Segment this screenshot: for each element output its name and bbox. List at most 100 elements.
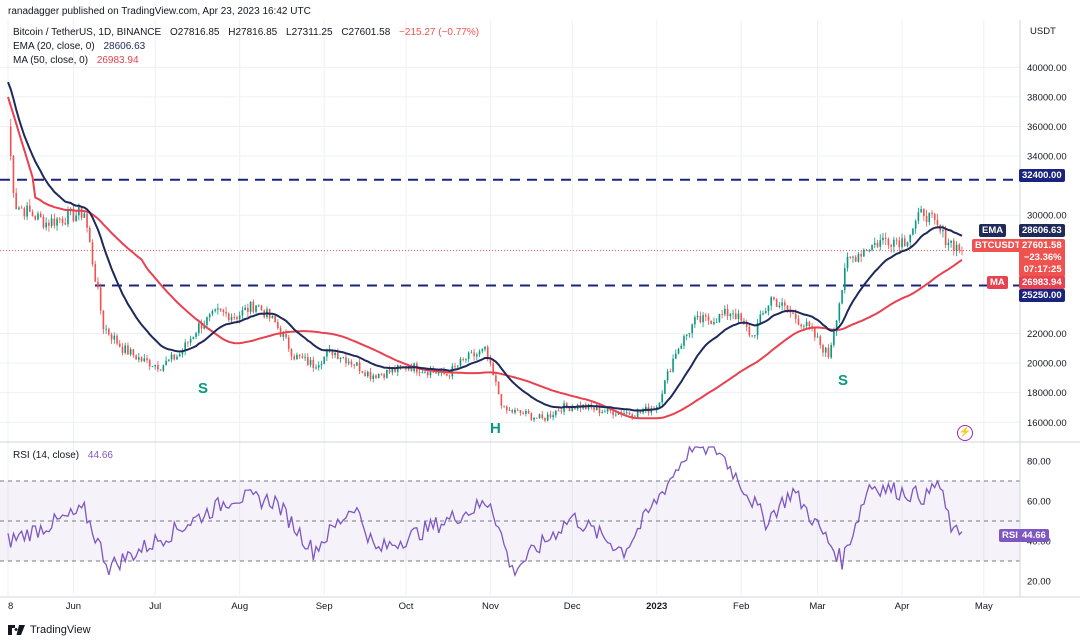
candle-body [546, 414, 549, 421]
ma-price-badge: 26983.94 [1019, 276, 1065, 289]
candle-body [435, 372, 437, 374]
candle-body [121, 346, 124, 353]
candle-body [407, 367, 410, 370]
candle-body [516, 409, 519, 411]
candle-body [931, 212, 933, 214]
candle-body [154, 364, 157, 367]
candle-body [759, 314, 762, 324]
price-tick-label: 38000.00 [1027, 92, 1067, 103]
candle-body [189, 338, 192, 343]
candle-body [527, 410, 530, 414]
candle-body [56, 218, 58, 226]
candle-body [426, 371, 429, 376]
candle-body [882, 237, 884, 241]
candle-body [677, 348, 680, 354]
candle-body [933, 213, 936, 220]
rsi-band [0, 480, 1020, 562]
candle-body [519, 410, 522, 413]
candle-body [116, 335, 118, 344]
rsi-legend[interactable]: RSI (14, close) 44.66 [13, 450, 113, 461]
candle-body [23, 208, 26, 217]
candle-body [181, 350, 184, 355]
candle-body [486, 346, 489, 360]
candle-body [157, 364, 159, 370]
candle-body [28, 205, 31, 212]
candle-body [454, 366, 456, 368]
candle-body [222, 310, 225, 312]
ema-price-badge: 28606.63 [1019, 224, 1065, 237]
candle-body [557, 410, 560, 412]
candle-body [342, 357, 345, 359]
candle-body [448, 375, 451, 377]
symbol-title: Bitcoin / TetherUS, 1D, BINANCE [13, 27, 162, 38]
candle-body [822, 344, 824, 353]
candle-body [950, 240, 952, 243]
candle-body [467, 352, 470, 360]
ma-legend[interactable]: MA (50, close, 0) 26983.94 [13, 55, 139, 66]
candle-body [345, 357, 347, 364]
candle-body [9, 126, 12, 157]
candle-body [339, 358, 342, 360]
countdown-timer: 07:17:25 [1023, 264, 1062, 275]
candle-body [478, 351, 481, 355]
candle-body [91, 242, 94, 265]
candle-body [238, 315, 241, 320]
candle-body [724, 308, 726, 315]
time-tick-label: Dec [564, 601, 581, 612]
candle-body [879, 240, 882, 247]
time-tick-label: Feb [733, 601, 749, 612]
candle-body [533, 417, 535, 420]
candle-body [375, 375, 377, 378]
candle-body [323, 356, 325, 364]
candle-body [756, 323, 759, 336]
candle-body [459, 359, 462, 366]
candle-body [34, 216, 37, 220]
candle-body [530, 413, 533, 420]
candle-body [247, 307, 249, 312]
symbol-legend: Bitcoin / TetherUS, 1D, BINANCE O27816.8… [13, 27, 480, 38]
candle-body [176, 356, 178, 360]
candle-body [320, 363, 323, 366]
time-tick-label: May [975, 601, 993, 612]
candle-body [745, 322, 748, 327]
candle-body [39, 213, 42, 218]
candle-body [135, 355, 137, 360]
price-tick-label: 34000.00 [1027, 152, 1067, 163]
candle-body [298, 354, 301, 357]
candle-body [786, 305, 789, 311]
candle-body [816, 336, 819, 338]
candle-body [64, 223, 67, 225]
footer-brand[interactable]: TradingView [8, 624, 91, 636]
candle-body [598, 406, 601, 414]
candle-body [893, 239, 895, 247]
candle-body [961, 250, 963, 252]
time-tick-label: 2023 [646, 601, 667, 612]
high-value: 27816.85 [235, 27, 278, 38]
candle-body [833, 331, 835, 345]
symbol-tag: BTCUSDT [972, 239, 1024, 252]
lightning-icon[interactable]: ⚡ [957, 425, 973, 441]
candle-body [304, 356, 306, 358]
candle-body [244, 307, 246, 311]
candle-body [230, 317, 233, 321]
candle-body [803, 325, 805, 327]
candle-body [912, 228, 914, 235]
candle-body [317, 365, 320, 368]
candle-body [560, 410, 563, 412]
candle-body [31, 211, 34, 217]
candle-body [476, 354, 478, 357]
candle-body [495, 375, 497, 382]
candle-body [898, 240, 901, 248]
candle-body [255, 305, 257, 312]
ema-legend[interactable]: EMA (20, close, 0) 28606.63 [13, 41, 146, 52]
candle-body [380, 373, 383, 375]
rsi-tick-label: 60.00 [1027, 497, 1051, 508]
candle-body [424, 371, 426, 373]
candle-body [208, 314, 211, 318]
candle-body [688, 333, 691, 335]
candle-body [132, 349, 135, 356]
right-shoulder-label: S [838, 372, 849, 389]
candle-body [674, 353, 677, 359]
candle-body [710, 320, 713, 325]
